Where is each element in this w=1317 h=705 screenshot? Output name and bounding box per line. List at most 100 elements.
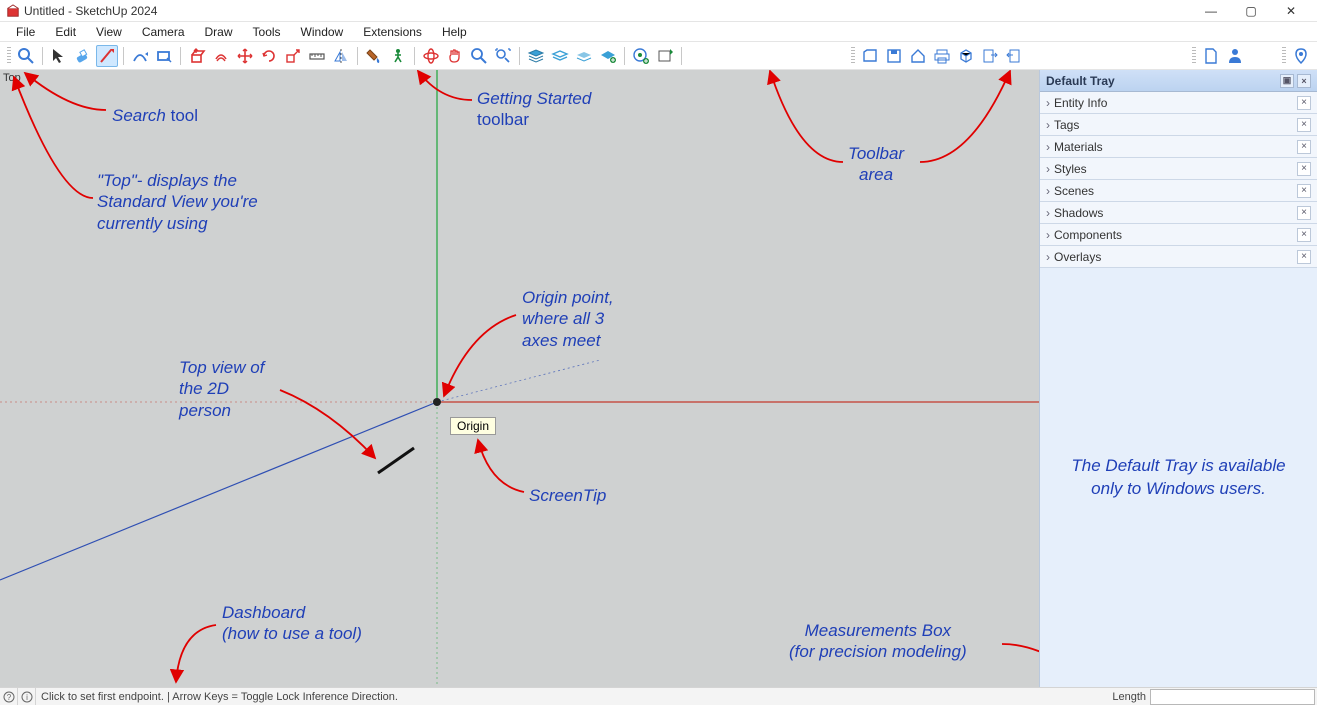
panel-styles[interactable]: ›Styles× — [1040, 158, 1317, 180]
toolbar-handle[interactable] — [7, 47, 11, 65]
walk-icon[interactable] — [387, 45, 409, 67]
panel-components[interactable]: › Components × — [1040, 224, 1317, 246]
panel-materials[interactable]: ›Materials× — [1040, 136, 1317, 158]
menu-view[interactable]: View — [86, 23, 132, 41]
panel-label: Components — [1054, 228, 1122, 242]
soften-icon[interactable] — [573, 45, 595, 67]
rotate-icon[interactable] — [258, 45, 280, 67]
panel-tags[interactable]: › Tags × — [1040, 114, 1317, 136]
menu-draw[interactable]: Draw — [195, 23, 243, 41]
layers-icon[interactable] — [525, 45, 547, 67]
tray-title: Default Tray — [1046, 74, 1115, 88]
toolbar-handle-r2[interactable] — [1192, 47, 1196, 65]
annot-gst: Getting Startedtoolbar — [477, 88, 591, 131]
select-icon[interactable] — [48, 45, 70, 67]
zoomext-icon[interactable] — [492, 45, 514, 67]
person-icon[interactable] — [1224, 45, 1246, 67]
move-icon[interactable] — [234, 45, 256, 67]
pan-icon[interactable] — [444, 45, 466, 67]
open-icon[interactable] — [859, 45, 881, 67]
eraser-icon[interactable] — [72, 45, 94, 67]
annot-origin: Origin point,where all 3axes meet — [522, 287, 614, 351]
toolbar-handle-r3[interactable] — [1282, 47, 1286, 65]
menu-tools[interactable]: Tools — [243, 23, 291, 41]
arc-icon[interactable] — [129, 45, 151, 67]
outliner-icon[interactable] — [549, 45, 571, 67]
panel-entity-info[interactable]: › Entity Info × — [1040, 92, 1317, 114]
sendto-icon[interactable] — [654, 45, 676, 67]
panel-close-icon[interactable]: × — [1297, 184, 1311, 198]
svg-text:?: ? — [6, 693, 11, 702]
warehouse-icon[interactable] — [597, 45, 619, 67]
component-icon[interactable] — [955, 45, 977, 67]
info-icon[interactable]: i — [18, 688, 36, 705]
screentip: Origin — [450, 417, 496, 435]
panel-label: Tags — [1054, 118, 1079, 132]
pushpull-icon[interactable] — [186, 45, 208, 67]
offset-icon[interactable] — [210, 45, 232, 67]
chevron-right-icon: › — [1046, 228, 1050, 242]
tray-pin-icon[interactable]: ▣ — [1280, 74, 1294, 88]
panel-overlays[interactable]: ›Overlays× — [1040, 246, 1317, 268]
annot-person: Top view ofthe 2Dperson — [179, 357, 264, 421]
annot-screentip: ScreenTip — [529, 485, 606, 506]
panel-close-icon[interactable]: × — [1297, 228, 1311, 242]
save-icon[interactable] — [883, 45, 905, 67]
import-icon[interactable] — [1003, 45, 1025, 67]
orbit-icon[interactable] — [420, 45, 442, 67]
mirror-icon[interactable] — [330, 45, 352, 67]
chevron-right-icon: › — [1046, 118, 1050, 132]
rectangle-icon[interactable] — [153, 45, 175, 67]
geolocate-icon[interactable] — [1290, 45, 1312, 67]
menubar: File Edit View Camera Draw Tools Window … — [0, 22, 1317, 42]
tray-note: The Default Tray is available only to Wi… — [1060, 455, 1297, 499]
annot-search: Search tool — [112, 105, 198, 126]
annot-measbox: Measurements Box(for precision modeling) — [789, 620, 967, 663]
tape-icon[interactable] — [306, 45, 328, 67]
zoom-icon[interactable] — [468, 45, 490, 67]
paint-icon[interactable] — [363, 45, 385, 67]
default-tray: Default Tray ▣ × › Entity Info × › Tags × ›M… — [1039, 70, 1317, 687]
newpage-icon[interactable] — [1200, 45, 1222, 67]
addloc-icon[interactable] — [630, 45, 652, 67]
chevron-right-icon: › — [1046, 206, 1050, 220]
status-hint: Click to set first endpoint. | Arrow Key… — [36, 691, 1108, 703]
panel-close-icon[interactable]: × — [1297, 140, 1311, 154]
panel-close-icon[interactable]: × — [1297, 96, 1311, 110]
menu-window[interactable]: Window — [291, 23, 354, 41]
toolbar — [0, 42, 1317, 70]
menu-camera[interactable]: Camera — [132, 23, 195, 41]
measurements-input[interactable] — [1150, 689, 1315, 705]
viewport[interactable]: Top — [0, 70, 1039, 687]
panel-close-icon[interactable]: × — [1297, 118, 1311, 132]
maximize-button[interactable]: ▢ — [1231, 0, 1271, 22]
panel-scenes[interactable]: ›Scenes× — [1040, 180, 1317, 202]
panel-close-icon[interactable]: × — [1297, 250, 1311, 264]
close-button[interactable]: ✕ — [1271, 0, 1311, 22]
menu-file[interactable]: File — [6, 23, 45, 41]
menu-edit[interactable]: Edit — [45, 23, 86, 41]
menu-extensions[interactable]: Extensions — [353, 23, 432, 41]
line-icon[interactable] — [96, 45, 118, 67]
tray-close-icon[interactable]: × — [1297, 74, 1311, 88]
help-icon[interactable]: ? — [0, 688, 18, 705]
panel-label: Entity Info — [1054, 96, 1107, 110]
chevron-right-icon: › — [1046, 162, 1050, 176]
export-icon[interactable] — [979, 45, 1001, 67]
chevron-right-icon: › — [1046, 96, 1050, 110]
panel-shadows[interactable]: ›Shadows× — [1040, 202, 1317, 224]
home-icon[interactable] — [907, 45, 929, 67]
toolbar-handle-r[interactable] — [851, 47, 855, 65]
length-label: Length — [1108, 691, 1150, 703]
print-icon[interactable] — [931, 45, 953, 67]
statusbar: ? i Click to set first endpoint. | Arrow… — [0, 687, 1317, 705]
panel-close-icon[interactable]: × — [1297, 162, 1311, 176]
search-icon[interactable] — [15, 45, 37, 67]
scale-icon[interactable] — [282, 45, 304, 67]
minimize-button[interactable]: — — [1191, 0, 1231, 22]
menu-help[interactable]: Help — [432, 23, 477, 41]
panel-close-icon[interactable]: × — [1297, 206, 1311, 220]
titlebar: Untitled - SketchUp 2024 — ▢ ✕ — [0, 0, 1317, 22]
tray-header[interactable]: Default Tray ▣ × — [1040, 70, 1317, 92]
annot-tbarea: Toolbararea — [848, 143, 904, 186]
